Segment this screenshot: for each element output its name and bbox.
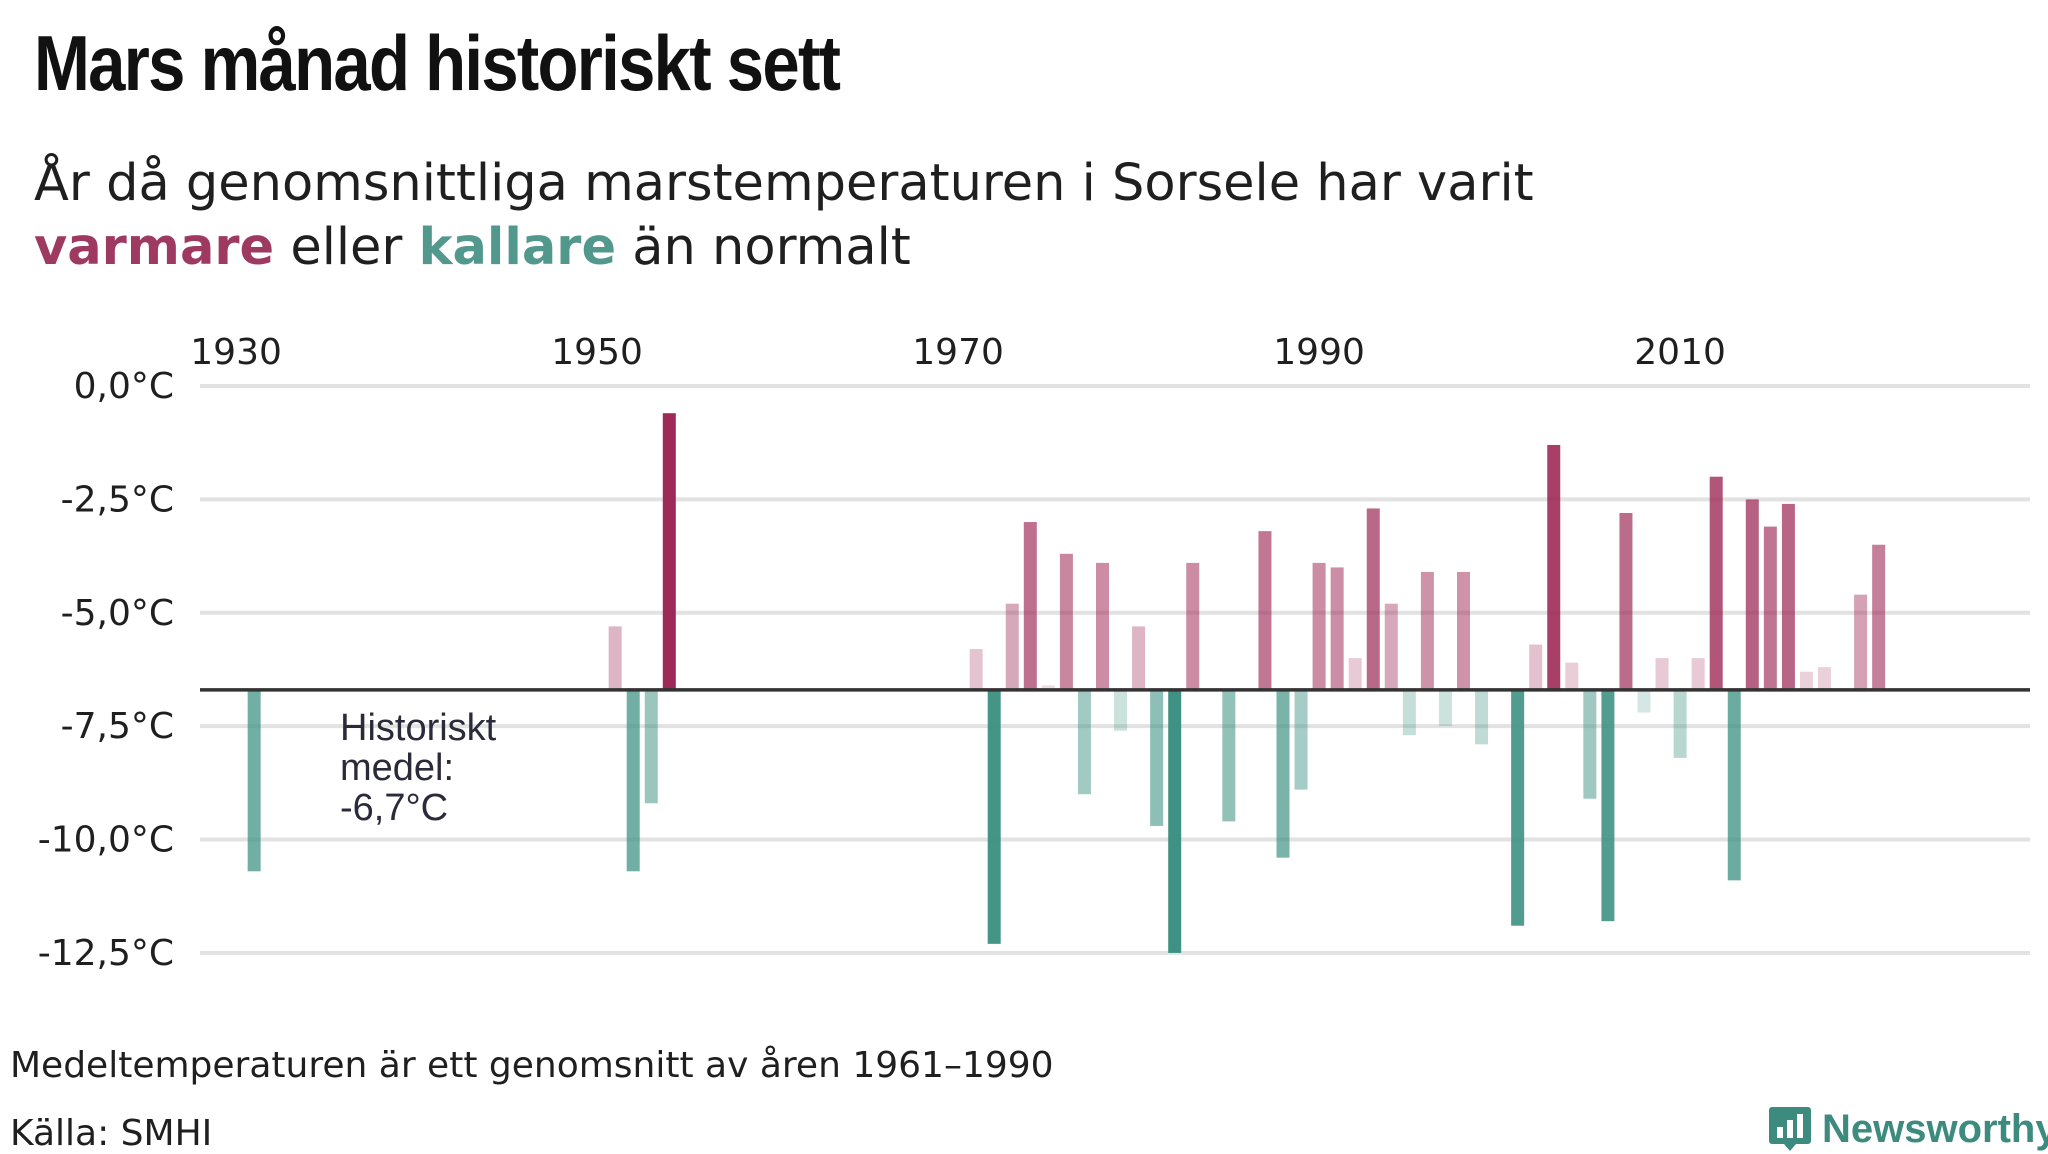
subtitle-text: År då genomsnittliga marstemperaturen i … [34,154,1534,213]
bar-warm [1763,526,1777,690]
y-tick-label: -5,0°C [61,593,174,634]
bar-warm [608,626,622,690]
baseline-annotation: -6,7°C [340,787,448,829]
bar-cold [987,689,1001,944]
bar-cold [1637,689,1651,713]
y-tick-label: -10,0°C [38,820,174,861]
bar-cold [1583,689,1597,799]
bar-warm [1348,658,1362,690]
bar-cold [1402,689,1416,736]
bar-cold [644,689,658,804]
bar-warm [1619,512,1633,690]
bar-warm [1709,476,1723,690]
bar-warm [1132,626,1146,690]
bar-warm [1854,594,1868,690]
bar-chart-speech-icon [1769,1107,1811,1151]
baseline-annotation: Historiskt [340,707,497,749]
bar-warm [1457,571,1470,690]
y-tick-label: -12,5°C [38,933,174,974]
bar-warm [1312,562,1326,690]
bar-cold [1276,689,1290,858]
bar-warm [1799,671,1813,690]
baseline-annotation: medel: [340,747,454,789]
bar-cold [1114,689,1128,731]
bar-cold [1150,689,1164,826]
bar-warm [1330,567,1344,690]
temperature-chart: 0,0°C -2,5°C -5,0°C -7,5°C -10,0°C -12,5°C 193… [38,332,2030,974]
bar-warm [1565,662,1579,690]
bar-warm [1691,658,1705,690]
bar-cold [1673,689,1687,758]
subtitle-cold-word: kallare [418,218,617,277]
bar-warm [1005,603,1019,690]
x-tick-label: 1950 [551,332,643,373]
bar-cold [1727,689,1741,881]
bar-warm [969,649,983,690]
footnote: Medeltemperaturen är ett genomsnitt av å… [10,1045,1054,1086]
bar-warm [1872,544,1886,690]
bar-warm [1059,553,1073,690]
bar-warm [1655,658,1669,690]
bar-cold [1294,689,1308,790]
bar-cold [626,689,640,872]
bar-warm [1781,503,1795,690]
bar-warm [1818,667,1831,690]
x-tick-label: 2010 [1634,332,1726,373]
bar-cold [247,689,261,872]
chart-title: Mars månad historiskt sett [34,19,841,107]
source-credit: Källa: SMHI [10,1113,213,1154]
bar-cold [1475,689,1489,745]
bar-warm [1023,522,1037,690]
brand-logo: Newsworthy [1768,1105,2048,1153]
subtitle-warm-word: varmare [34,218,275,277]
bar-warm [1529,644,1543,690]
y-tick-label: -2,5°C [61,479,174,520]
y-tick-label: 0,0°C [74,366,174,407]
bar-warm [1041,685,1055,690]
bar-warm [1420,571,1434,690]
subtitle-connector: eller [274,218,419,277]
bar-cold [1168,689,1182,953]
bar-warm [662,413,676,690]
x-tick-label: 1930 [190,332,282,373]
bar-warm [1186,562,1200,690]
bar-cold [1511,689,1525,926]
bar-warm [1366,508,1380,690]
bar-warm [1096,562,1109,690]
bar-warm [1384,603,1398,690]
x-tick-label: 1990 [1273,332,1365,373]
x-tick-label: 1970 [912,332,1004,373]
bar-warm [1547,444,1561,690]
bar-warm [1258,531,1272,690]
bar-cold [1438,689,1452,727]
brand-name: Newsworthy [1822,1106,2048,1151]
bar-cold [1077,689,1091,795]
chart-subtitle: År då genomsnittliga marstemperaturen i … [34,152,1534,280]
y-tick-label: -7,5°C [61,706,174,747]
bar-cold [1222,689,1236,822]
bar-cold [1601,689,1615,922]
bar-warm [1745,499,1759,690]
subtitle-ending: än normalt [616,218,911,277]
